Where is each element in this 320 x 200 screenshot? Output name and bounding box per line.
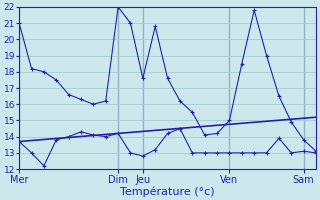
X-axis label: Température (°c): Température (°c) <box>120 186 215 197</box>
